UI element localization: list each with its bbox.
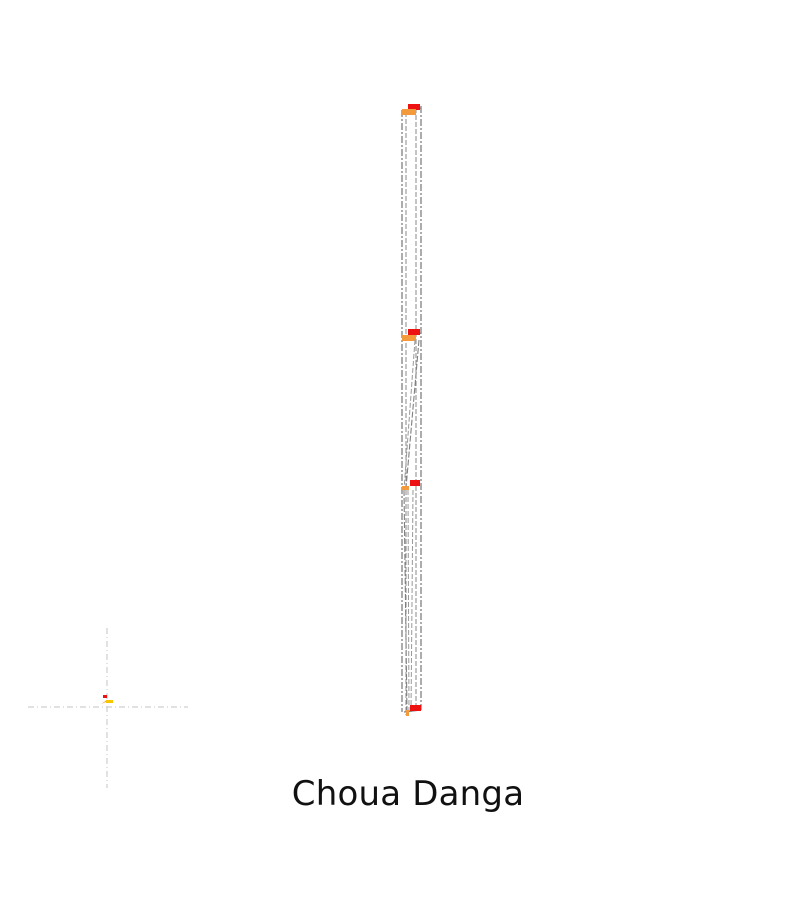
crosshair-yellow-mark: [106, 700, 113, 703]
converge-line-2: [407, 489, 410, 714]
bottom-red-marker: [410, 705, 421, 711]
crosshair-red-mark: [103, 695, 107, 698]
crosshair-marker: [28, 628, 188, 788]
brace-diagonal-1: [405, 339, 420, 489]
top-orange-marker: [402, 109, 416, 115]
top-red-marker: [408, 104, 420, 110]
diagram-caption: Choua Danga: [291, 774, 525, 814]
mid-orange-marker: [402, 335, 416, 341]
lower-orange-marker: [402, 486, 409, 490]
bottom-orange-tip: [406, 710, 409, 716]
brace-diagonal-2: [403, 339, 416, 491]
tall-structure: [401, 104, 422, 716]
converge-line-3: [410, 489, 414, 713]
mid-red-marker: [408, 329, 420, 335]
converge-line-1: [403, 489, 408, 714]
lower-red-marker: [410, 480, 420, 486]
